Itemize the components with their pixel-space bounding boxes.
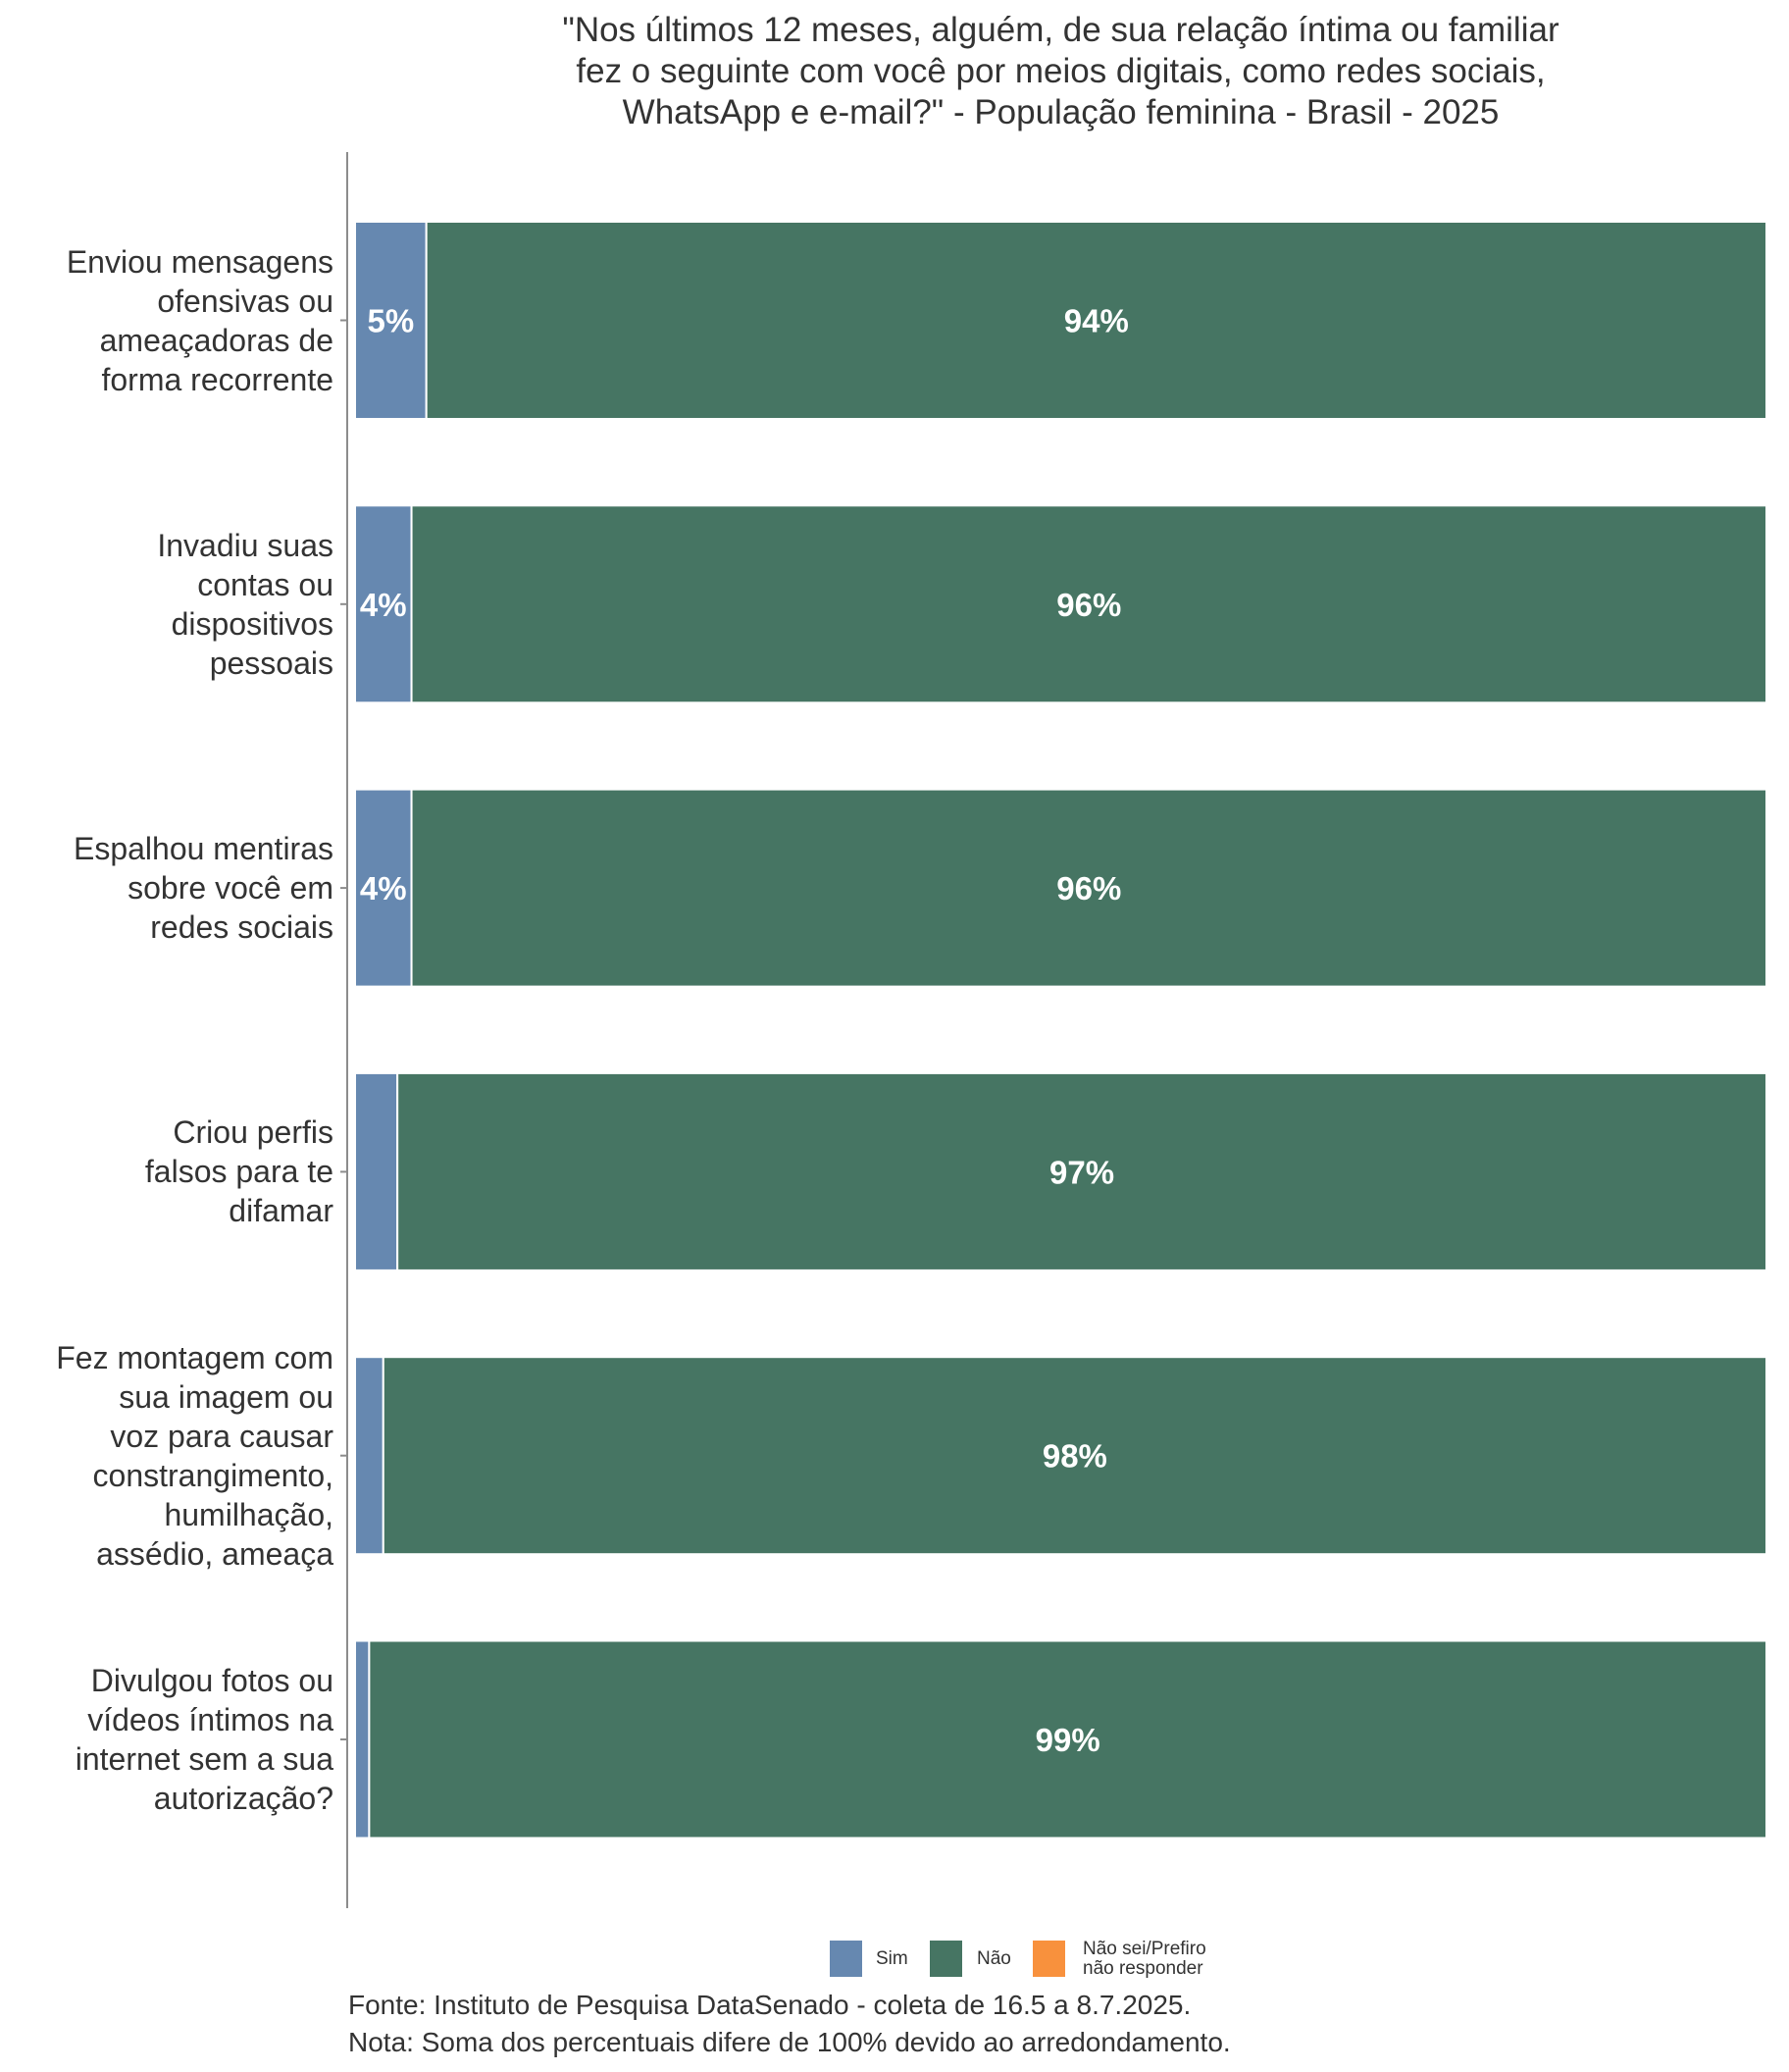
rounding-note: Nota: Soma dos percentuais difere de 100…	[348, 2027, 1231, 2057]
legend-swatch-nao-sei	[1033, 1941, 1065, 1977]
data-label: 96%	[1056, 870, 1121, 906]
category-label-line: internet sem a sua	[75, 1741, 333, 1777]
legend-label-nao-sei-line1: Não sei/Prefiro	[1083, 1939, 1206, 1959]
data-label: 99%	[1036, 1722, 1100, 1758]
category-label: Invadiu suas contas ou dispositivos pessoai…	[157, 526, 333, 683]
data-label: 97%	[1049, 1154, 1114, 1190]
category-label-line: voz para causar	[110, 1418, 333, 1454]
category-label-line: forma recorrente	[101, 361, 333, 397]
legend-swatch-sim	[830, 1941, 862, 1977]
category-label-line: Invadiu suas	[157, 527, 333, 563]
bars-group: 5% 94% 4% 96% 4% 96% 97% 98% 99%	[340, 221, 1767, 1839]
category-label-line: difamar	[229, 1193, 333, 1229]
category-label-line: assédio, ameaça	[96, 1535, 333, 1572]
category-label-line: ameaçadoras de	[99, 322, 333, 358]
legend-swatch-nao	[930, 1941, 962, 1977]
chart-title-line: fez o seguinte com você por meios digita…	[576, 52, 1546, 90]
data-label: 96%	[1056, 587, 1121, 623]
bar-segment-sim	[354, 1639, 371, 1839]
chart-title-line: WhatsApp e e-mail?" - População feminina…	[622, 93, 1500, 131]
category-label: Espalhou mentiras sobre você em redes soci…	[74, 829, 333, 947]
data-label: 98%	[1043, 1438, 1107, 1475]
bar-segment-nao	[410, 788, 1767, 988]
bar-segment-nao	[368, 1639, 1767, 1839]
data-label: 4%	[360, 870, 407, 906]
bar-segment-sim	[354, 1356, 384, 1556]
category-label: Enviou mensagens ofensivas ou ameaçadoras …	[67, 242, 333, 399]
category-label: Divulgou fotos ou vídeos íntimos na intern…	[76, 1661, 333, 1818]
category-label-line: vídeos íntimos na	[87, 1702, 333, 1737]
bar-segment-sim	[354, 221, 428, 420]
category-label-line: Criou perfis	[173, 1114, 333, 1151]
category-label-line: autorização?	[153, 1781, 333, 1816]
data-label: 5%	[367, 303, 414, 339]
legend-label-nao-sei-line2: não responder	[1083, 1958, 1203, 1979]
category-label-line: Enviou mensagens	[66, 243, 333, 280]
category-label: Fez montagem com sua imagem ou voz para ca…	[56, 1338, 333, 1574]
category-label-line: Fez montagem com	[56, 1339, 333, 1375]
legend-label-sim: Sim	[876, 1948, 908, 1969]
bar-chart: 5% 94% 4% 96% 4% 96% 97% 98% 99%	[340, 152, 1767, 1908]
bar-segment-sim	[354, 1071, 399, 1271]
category-label-line: Divulgou fotos ou	[90, 1663, 333, 1698]
chart-footer: Fonte: Instituto de Pesquisa DataSenado …	[348, 1987, 1231, 2061]
data-label: 4%	[360, 587, 407, 623]
category-label-line: ofensivas ou	[157, 283, 333, 319]
bar-segment-nao	[396, 1071, 1767, 1271]
category-label-line: sobre você em	[128, 870, 333, 906]
category-label-line: redes sociais	[150, 909, 333, 946]
legend-label-nao: Não	[977, 1948, 1011, 1969]
chart-title: "Nos últimos 12 meses, alguém, de sua re…	[355, 10, 1766, 133]
bar-segment-nao	[425, 221, 1767, 420]
data-label: 94%	[1064, 303, 1129, 339]
bar-segment-nao	[410, 504, 1767, 704]
category-label-line: dispositivos	[171, 605, 333, 642]
chart-title-line: "Nos últimos 12 meses, alguém, de sua re…	[562, 11, 1559, 49]
category-label-line: constrangimento,	[92, 1457, 333, 1493]
source-note: Fonte: Instituto de Pesquisa DataSenado …	[348, 1990, 1192, 2020]
category-label-line: humilhação,	[164, 1496, 333, 1532]
category-label-line: pessoais	[209, 645, 333, 681]
category-label-line: falsos para te	[144, 1154, 333, 1190]
category-label-line: Espalhou mentiras	[73, 831, 333, 867]
bar-segment-nao	[382, 1356, 1767, 1556]
category-label-line: sua imagem ou	[119, 1378, 333, 1415]
category-label-line: contas ou	[197, 566, 333, 602]
category-label: Criou perfis falsos para te difamar	[145, 1113, 333, 1230]
